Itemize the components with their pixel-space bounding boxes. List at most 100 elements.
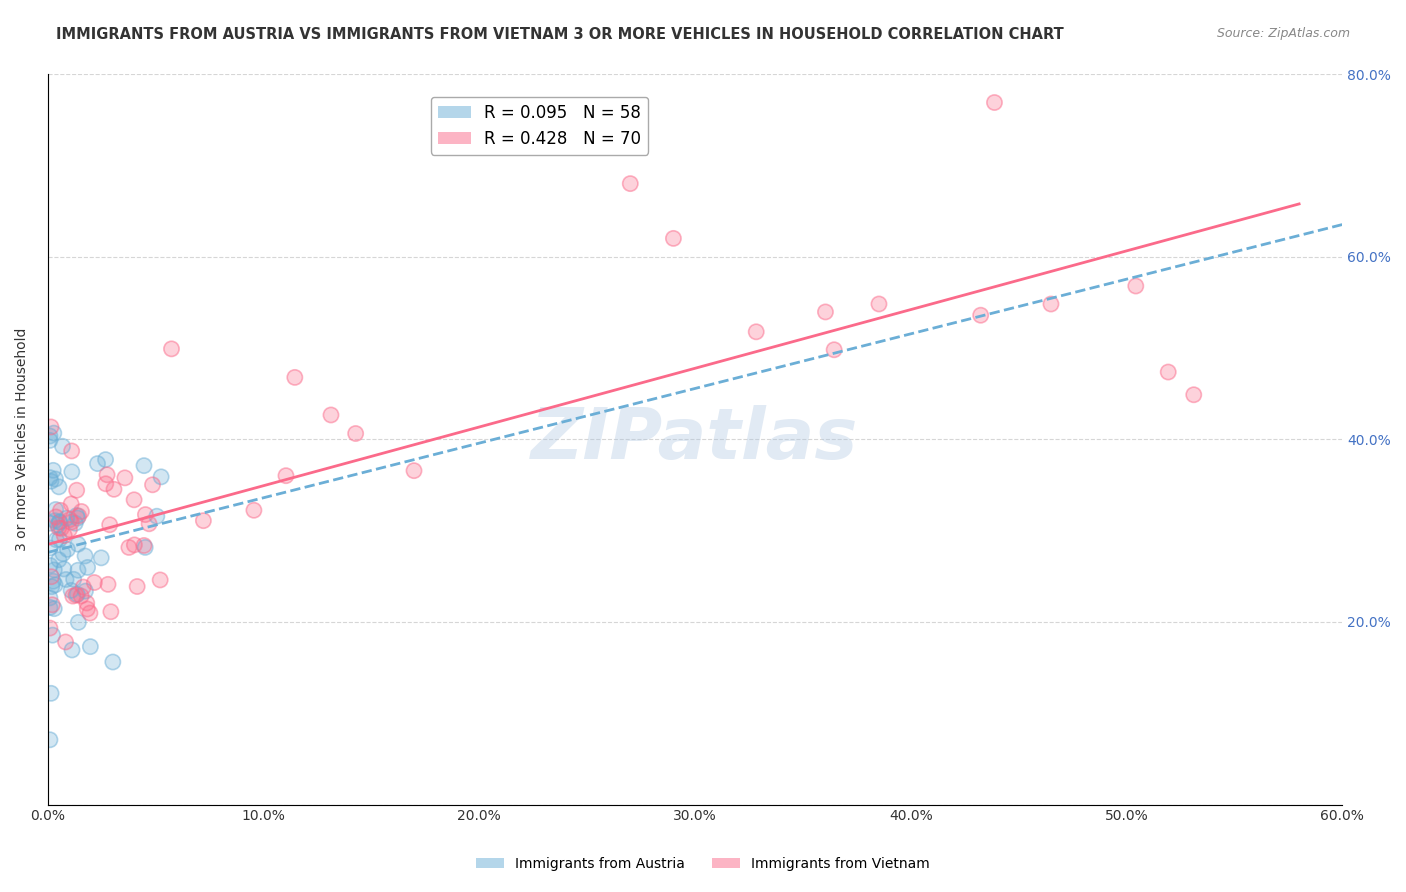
Point: [94, 476, 117, 491]
Point: [94, 476, 117, 491]
Point: [243, 503, 266, 517]
Point: [45, 510, 67, 524]
Point: [44, 601, 66, 615]
Point: [44, 578, 66, 592]
Point: [39, 558, 62, 573]
Point: [73, 549, 96, 563]
Point: [66, 537, 89, 551]
Point: [75, 584, 97, 599]
Point: [52, 562, 75, 576]
Point: [55, 573, 77, 587]
Point: [124, 538, 146, 552]
Point: [868, 297, 890, 311]
Point: [66, 508, 89, 523]
Point: [97, 577, 120, 591]
Point: [124, 538, 146, 552]
Point: [41, 598, 63, 612]
Point: [70, 589, 93, 603]
Point: [132, 458, 155, 473]
Point: [51, 521, 73, 535]
Point: [134, 508, 156, 522]
Point: [70, 589, 93, 603]
Point: [45, 510, 67, 524]
Point: [193, 514, 215, 528]
Point: [66, 508, 89, 523]
Point: [45, 533, 67, 547]
Point: [38, 600, 60, 615]
Point: [70, 504, 93, 518]
Point: [1157, 365, 1180, 379]
Point: [149, 573, 172, 587]
Point: [97, 577, 120, 591]
Point: [39, 470, 62, 484]
Point: [49, 503, 72, 517]
Point: [149, 573, 172, 587]
Point: [48, 515, 70, 529]
Point: [39, 420, 62, 434]
Point: [96, 467, 118, 482]
Point: [45, 502, 67, 516]
Point: [983, 95, 1005, 110]
Point: [41, 628, 63, 642]
Point: [60, 643, 83, 657]
Point: [100, 605, 122, 619]
Point: [122, 492, 145, 507]
Point: [45, 502, 67, 516]
Point: [146, 509, 169, 524]
Point: [62, 589, 84, 603]
Point: [868, 297, 890, 311]
Point: [55, 573, 77, 587]
Point: [101, 655, 124, 669]
Point: [79, 606, 101, 620]
Point: [44, 578, 66, 592]
Point: [44, 472, 66, 486]
Point: [41, 580, 63, 594]
Point: [62, 572, 84, 586]
Point: [141, 477, 163, 491]
Point: [75, 584, 97, 599]
Point: [72, 580, 94, 594]
Point: [60, 515, 83, 529]
Point: [160, 342, 183, 356]
Point: [823, 343, 845, 357]
Point: [160, 342, 183, 356]
Point: [94, 452, 117, 467]
Point: [150, 470, 173, 484]
Point: [243, 503, 266, 517]
Point: [94, 452, 117, 467]
Point: [274, 468, 297, 483]
Point: [60, 497, 83, 511]
Point: [970, 308, 993, 322]
Point: [745, 325, 768, 339]
Point: [55, 635, 77, 649]
Point: [39, 420, 62, 434]
Point: [103, 483, 125, 497]
Point: [39, 686, 62, 700]
Point: [62, 589, 84, 603]
Point: [402, 464, 425, 478]
Point: [38, 591, 60, 605]
Point: [132, 458, 155, 473]
Point: [344, 426, 367, 441]
Point: [38, 429, 60, 443]
Point: [122, 492, 145, 507]
Point: [42, 463, 65, 477]
Point: [118, 541, 141, 555]
Point: [48, 521, 70, 535]
Point: [101, 655, 124, 669]
Point: [66, 483, 89, 498]
Point: [46, 517, 69, 532]
Text: Source: ZipAtlas.com: Source: ZipAtlas.com: [1216, 27, 1350, 40]
Point: [38, 621, 60, 635]
Point: [127, 580, 149, 594]
Point: [1182, 388, 1205, 402]
Point: [66, 563, 89, 577]
Point: [66, 563, 89, 577]
Point: [38, 621, 60, 635]
Point: [103, 483, 125, 497]
Point: [67, 615, 90, 630]
Point: [51, 439, 73, 453]
Point: [66, 537, 89, 551]
Point: [1125, 279, 1147, 293]
Point: [76, 596, 98, 610]
